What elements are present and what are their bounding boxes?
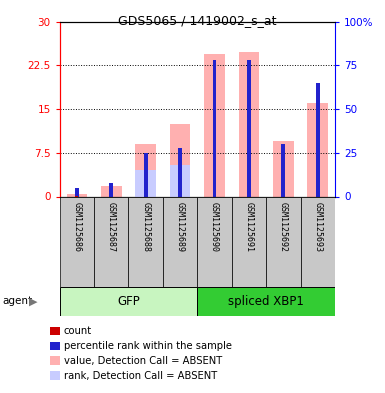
Text: GSM1125689: GSM1125689 [176, 202, 185, 252]
Bar [170, 124, 191, 196]
Bar [109, 182, 113, 196]
Bar [301, 196, 335, 287]
Text: value, Detection Call = ABSENT: value, Detection Call = ABSENT [64, 356, 222, 366]
Text: ▶: ▶ [29, 296, 37, 307]
Bar [247, 60, 251, 196]
Text: GSM1125692: GSM1125692 [279, 202, 288, 252]
Bar [197, 287, 335, 316]
Bar [144, 153, 147, 196]
Text: GSM1125693: GSM1125693 [313, 202, 322, 252]
Text: GSM1125687: GSM1125687 [107, 202, 116, 252]
Bar [67, 194, 87, 196]
Bar [281, 144, 285, 196]
Bar [129, 196, 163, 287]
Text: count: count [64, 326, 92, 336]
Text: spliced XBP1: spliced XBP1 [228, 295, 304, 308]
Bar [136, 170, 156, 196]
Bar [316, 83, 320, 196]
Bar [307, 103, 328, 196]
Bar [178, 147, 182, 196]
Bar [197, 196, 232, 287]
Bar [232, 196, 266, 287]
Bar [239, 52, 259, 196]
Bar [204, 54, 225, 196]
Bar [136, 144, 156, 196]
Text: GFP: GFP [117, 295, 140, 308]
Text: GSM1125688: GSM1125688 [141, 202, 150, 252]
Bar [75, 188, 79, 196]
Bar [60, 196, 94, 287]
Bar [94, 196, 129, 287]
Bar [163, 196, 197, 287]
Text: agent: agent [2, 296, 32, 307]
Bar [273, 141, 294, 196]
Text: GDS5065 / 1419002_s_at: GDS5065 / 1419002_s_at [118, 14, 276, 27]
Text: GSM1125691: GSM1125691 [244, 202, 253, 252]
Text: percentile rank within the sample: percentile rank within the sample [64, 341, 231, 351]
Text: GSM1125686: GSM1125686 [72, 202, 81, 252]
Text: rank, Detection Call = ABSENT: rank, Detection Call = ABSENT [64, 371, 217, 381]
Bar [266, 196, 301, 287]
Text: GSM1125690: GSM1125690 [210, 202, 219, 252]
Bar [170, 165, 191, 196]
Bar [213, 60, 216, 196]
Bar [60, 287, 197, 316]
Bar [101, 186, 122, 196]
